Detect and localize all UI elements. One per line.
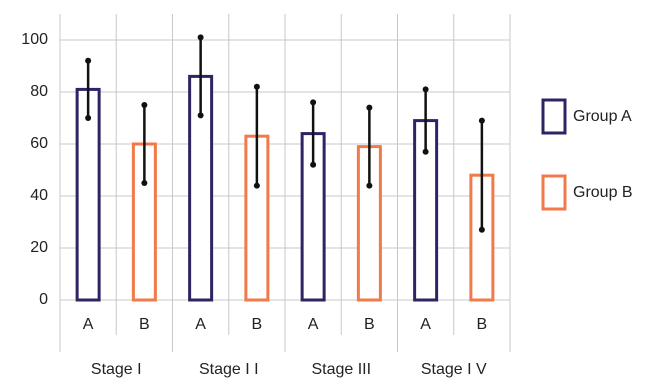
y-tick-label: 100 <box>21 31 48 48</box>
y-tick-label: 20 <box>30 239 48 256</box>
x-tick-label: A <box>420 316 431 333</box>
error-cap <box>366 182 373 189</box>
error-cap <box>422 148 429 155</box>
error-cap <box>310 161 317 168</box>
x-group-label: Stage I <box>91 361 142 378</box>
x-tick-label: A <box>195 316 206 333</box>
error-cap <box>422 86 429 93</box>
x-group-label: Stage I V <box>421 361 487 378</box>
y-tick-label: 80 <box>30 83 48 100</box>
y-tick-label: 0 <box>39 291 48 308</box>
x-group-label: Stage III <box>311 361 371 378</box>
x-group-label: Stage I I <box>199 361 259 378</box>
legend-label: Group B <box>573 184 633 201</box>
error-cap <box>478 117 485 124</box>
error-cap <box>141 180 148 186</box>
legend-label: Group A <box>573 108 632 125</box>
error-cap <box>253 83 260 90</box>
error-cap <box>253 182 260 189</box>
error-cap <box>197 34 204 41</box>
error-cap <box>197 112 204 119</box>
error-cap <box>366 104 373 111</box>
legend-swatch <box>541 98 567 135</box>
y-tick-label: 60 <box>30 135 48 152</box>
x-tick-label: A <box>83 316 94 333</box>
x-tick-label: B <box>139 316 150 333</box>
y-tick-label: 40 <box>30 187 48 204</box>
x-tick-label: B <box>477 316 488 333</box>
error-cap <box>85 57 92 64</box>
error-cap <box>141 102 148 108</box>
error-cap <box>478 226 485 233</box>
legend-swatch <box>541 174 567 211</box>
x-tick-label: A <box>308 316 319 333</box>
x-tick-label: B <box>364 316 375 333</box>
error-cap <box>85 115 92 121</box>
error-cap <box>310 99 317 106</box>
x-tick-label: B <box>252 316 263 333</box>
